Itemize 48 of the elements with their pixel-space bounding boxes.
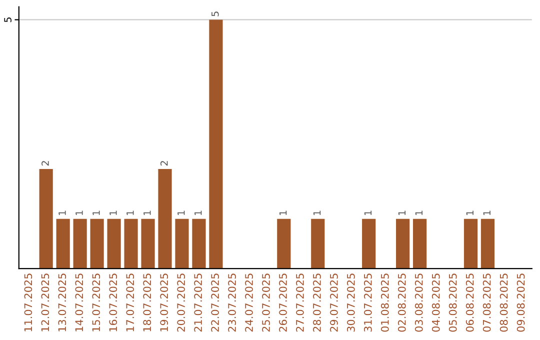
data-label: 1	[92, 210, 100, 215]
x-tick-label: 26.07.2025	[279, 274, 287, 332]
x-tick-label: 06.08.2025	[466, 274, 474, 332]
x-tick-label: 11.07.2025	[24, 274, 32, 332]
x-tick-label: 19.07.2025	[160, 274, 168, 332]
x-tick-label: 15.07.2025	[92, 274, 100, 332]
x-tick-label: 23.07.2025	[228, 274, 236, 332]
data-label: 1	[313, 210, 321, 215]
data-label: 1	[415, 210, 422, 215]
x-tick-label: 16.07.2025	[109, 274, 118, 332]
data-label: 1	[466, 210, 474, 215]
x-tick-label: 05.08.2025	[448, 274, 457, 332]
data-label: 1	[483, 210, 490, 215]
x-tick-label: 04.08.2025	[432, 274, 440, 332]
data-label: 2	[42, 161, 49, 166]
data-label: 1	[279, 210, 287, 215]
x-tick-label: 08.08.2025	[500, 274, 508, 332]
x-tick-label: 03.08.2025	[414, 274, 423, 332]
x-tick-label: 30.07.2025	[346, 274, 355, 332]
x-tick-label: 31.07.2025	[364, 274, 372, 332]
x-tick-label: 13.07.2025	[58, 274, 66, 332]
data-label: 5	[212, 12, 219, 16]
data-label: 1	[110, 210, 117, 215]
x-tick-label: 09.08.2025	[516, 274, 525, 332]
data-label: 1	[364, 210, 372, 215]
x-tick-label: 14.07.2025	[75, 274, 84, 332]
x-tick-label: 29.07.2025	[330, 274, 338, 332]
x-tick-label: 22.07.2025	[211, 274, 219, 332]
x-tick-label: 02.08.2025	[398, 274, 406, 332]
data-label: 1	[194, 210, 202, 215]
x-tick-label: 01.08.2025	[380, 274, 389, 332]
data-label: 1	[144, 210, 151, 215]
x-tick-label: 21.07.2025	[194, 274, 202, 332]
data-label: 1	[76, 210, 83, 215]
x-tick-label: 12.07.2025	[41, 274, 50, 332]
data-label: 2	[160, 161, 168, 166]
x-tick-label: 20.07.2025	[177, 274, 185, 332]
data-label: 1	[126, 210, 134, 215]
data-label: 1	[178, 210, 185, 215]
x-tick-label: 28.07.2025	[313, 274, 321, 332]
x-tick-label: 18.07.2025	[143, 274, 152, 332]
x-tick-label: 25.07.2025	[262, 274, 270, 332]
data-label: 1	[58, 210, 66, 215]
x-tick-label: 07.08.2025	[482, 274, 491, 332]
x-tick-label: 24.07.2025	[245, 274, 253, 332]
x-tick-label: 27.07.2025	[296, 274, 304, 332]
data-label: 1	[398, 210, 406, 215]
x-tick-label: 17.07.2025	[126, 274, 134, 332]
